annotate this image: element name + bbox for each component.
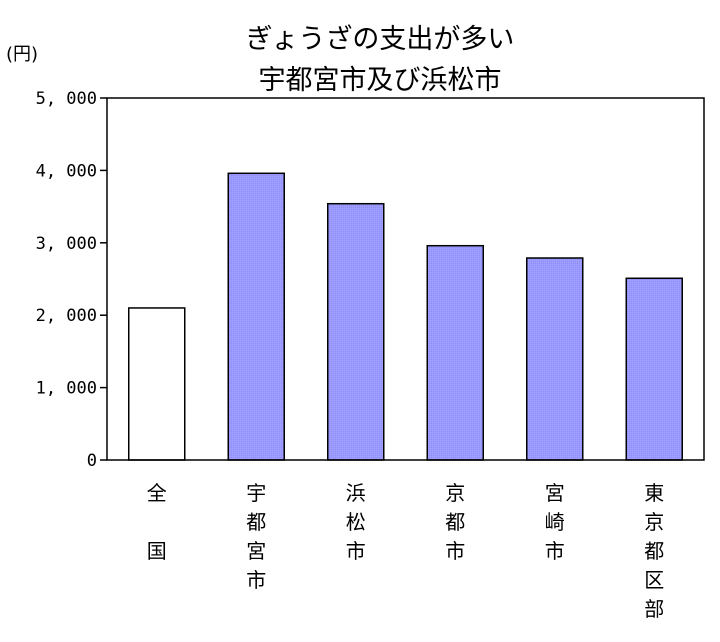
category-label-char: 都 [246,510,266,534]
category-label-char: 区 [644,568,664,592]
y-tick-label: 2, 000 [36,306,97,326]
chart-title-line-1: ぎょうざの支出が多い [246,24,515,55]
category-label-char: 部 [644,597,664,621]
category-label-char: 松 [346,510,366,534]
category-label-char: 全 [147,481,167,505]
category-label-char: 宮 [545,481,565,505]
bars [128,172,683,461]
bar [426,244,484,461]
category-label-char: 宮 [246,539,266,563]
y-tick-label: 0 [87,451,97,471]
category-label-char: 宇 [246,481,266,505]
category-label-char: 都 [644,539,664,563]
category-label-char: 崎 [545,510,565,534]
y-tick-label: 4, 000 [36,161,97,181]
bar [128,307,186,461]
bar [327,202,385,461]
category-label-char: 国 [147,539,167,563]
y-tick-label: 1, 000 [36,379,97,399]
category-label-char: 京 [644,510,664,534]
category-label-char: 市 [545,539,565,563]
y-axis-ticks: 0 1, 000 2, 000 3, 000 4, 000 5, 000 [36,89,107,471]
category-label-char: 市 [246,568,266,592]
bar [526,257,584,461]
y-axis-unit-label: (円) [6,44,38,65]
category-label-char: 京 [445,481,465,505]
bar [625,277,683,461]
category-label-char: 市 [445,539,465,563]
y-tick-label: 5, 000 [36,89,97,109]
category-label-char: 東 [644,481,664,505]
bar [227,172,285,461]
category-label-char: 都 [445,510,465,534]
chart-title-line-2: 宇都宮市及び浜松市 [259,65,502,96]
plot-frame [106,97,705,461]
y-tick-label: 3, 000 [36,234,97,254]
category-label-char: 浜 [346,481,366,505]
category-label-char: 市 [346,539,366,563]
